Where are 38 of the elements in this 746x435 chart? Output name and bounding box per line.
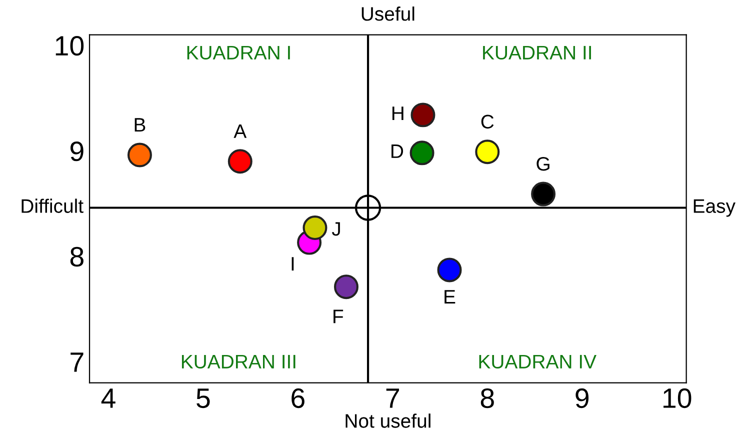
annotation: KUADRAN IV bbox=[479, 354, 596, 369]
series-label: G bbox=[536, 156, 550, 171]
x-tick-label: 9 bbox=[576, 388, 589, 408]
point bbox=[437, 258, 462, 282]
y-tick-label: 10 bbox=[56, 36, 84, 56]
series-label: C bbox=[481, 114, 494, 129]
point bbox=[302, 216, 328, 240]
x-tick-label: 5 bbox=[196, 388, 210, 408]
y-tick-label: 8 bbox=[70, 246, 84, 267]
chart-title: Useful bbox=[362, 6, 414, 21]
point bbox=[127, 142, 152, 168]
series-label: F bbox=[334, 310, 344, 324]
series-label: E bbox=[444, 290, 456, 304]
series-label: I bbox=[292, 257, 294, 271]
y-tick-label: 9 bbox=[70, 141, 84, 162]
x-tick-label: 6 bbox=[292, 388, 304, 408]
x-axis-title: Not useful bbox=[346, 414, 430, 428]
y-axis-title: Difficult bbox=[22, 198, 84, 213]
x-tick-label: 10 bbox=[664, 388, 692, 408]
series-label: B bbox=[134, 118, 146, 132]
series-label: H bbox=[392, 106, 404, 120]
point bbox=[475, 140, 500, 164]
y2-axis-title: Easy bbox=[694, 199, 736, 217]
point bbox=[334, 274, 358, 300]
annotation: KUADRAN I bbox=[187, 46, 290, 60]
annotation: KUADRAN II bbox=[483, 46, 591, 60]
x-tick-label: 8 bbox=[480, 388, 494, 408]
point bbox=[410, 102, 436, 128]
series-label: J bbox=[332, 222, 340, 236]
y-tick-label: 7 bbox=[70, 352, 84, 372]
series-label: A bbox=[234, 124, 247, 138]
point bbox=[228, 149, 252, 174]
x-tick-label: 7 bbox=[386, 388, 399, 408]
x-tick-label: 4 bbox=[101, 388, 116, 408]
series-label: D bbox=[392, 144, 404, 158]
point bbox=[410, 140, 434, 166]
point bbox=[531, 182, 556, 206]
annotation: KUADRAN III bbox=[182, 354, 296, 369]
